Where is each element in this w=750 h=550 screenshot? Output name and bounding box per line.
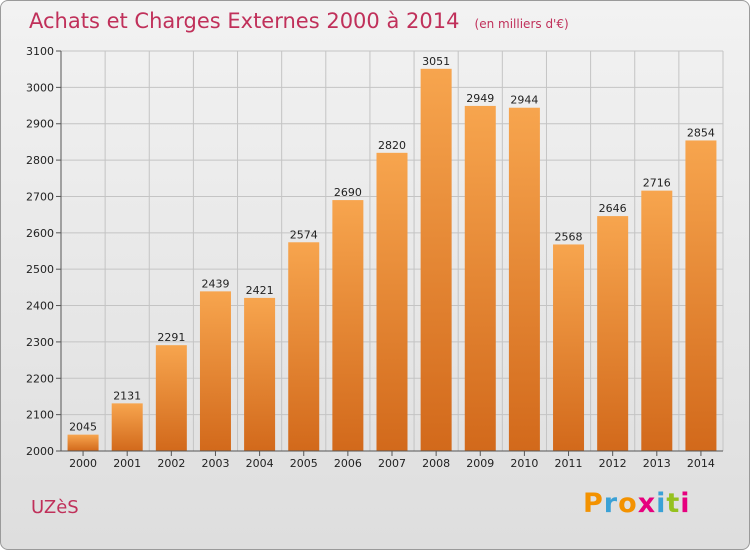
- chart-title-block: Achats et Charges Externes 2000 à 2014 (…: [29, 9, 569, 33]
- y-tick-label: 2600: [26, 227, 54, 240]
- bar-2006[interactable]: [332, 200, 364, 451]
- chart-title: Achats et Charges Externes 2000 à 2014: [29, 9, 460, 33]
- x-tick-label: 2012: [599, 457, 627, 470]
- label-layer: 2045 2131 2291 2439 2421 2574 2690 2820 3051 2949…: [69, 55, 715, 434]
- y-tick-label: 2300: [26, 336, 54, 349]
- x-tick-label: 2013: [643, 457, 671, 470]
- value-label: 3051: [422, 55, 450, 68]
- value-label: 2854: [687, 126, 715, 139]
- value-label: 2574: [290, 228, 318, 241]
- x-tick-label: 2007: [378, 457, 406, 470]
- value-label: 2646: [599, 202, 627, 215]
- bar-2007[interactable]: [376, 152, 408, 451]
- bar-2013[interactable]: [641, 190, 673, 452]
- x-tick-label: 2008: [422, 457, 450, 470]
- x-tick-label: 2014: [687, 457, 715, 470]
- bar-2012[interactable]: [597, 216, 629, 451]
- y-tick-label: 2700: [26, 190, 54, 203]
- y-tick-label: 2900: [26, 118, 54, 131]
- logo-letter: P: [583, 488, 604, 519]
- value-label: 2820: [378, 139, 406, 152]
- value-label: 2568: [555, 230, 583, 243]
- bar-2001[interactable]: [111, 403, 143, 451]
- bar-2000[interactable]: [67, 434, 99, 451]
- bar-2009[interactable]: [464, 105, 496, 451]
- x-tick-label: 2010: [510, 457, 538, 470]
- y-tick-label: 2800: [26, 154, 54, 167]
- x-tick-label: 2001: [113, 457, 141, 470]
- logo-letter: i: [680, 488, 691, 519]
- value-label: 2949: [466, 92, 494, 105]
- axis-layer: 2000 2100 2200 2300 2400 2500 2600 2700 2800 2900…: [26, 45, 723, 470]
- commune-name: UZèS: [31, 497, 79, 518]
- x-tick-label: 2006: [334, 457, 362, 470]
- bar-2004[interactable]: [244, 297, 276, 451]
- x-tick-label: 2003: [201, 457, 229, 470]
- value-label: 2944: [510, 94, 538, 107]
- y-tick-label: 3000: [26, 81, 54, 94]
- logo-letter: t: [666, 488, 681, 519]
- x-tick-label: 2002: [157, 457, 185, 470]
- bar-2002[interactable]: [155, 345, 187, 451]
- value-label: 2291: [157, 331, 185, 344]
- value-label: 2439: [201, 277, 229, 290]
- bar-2005[interactable]: [288, 242, 320, 451]
- y-tick-label: 2100: [26, 409, 54, 422]
- logo-letter: x: [637, 488, 657, 519]
- x-tick-label: 2009: [466, 457, 494, 470]
- chart-subtitle: (en milliers d'€): [474, 17, 569, 31]
- value-label: 2421: [246, 284, 274, 297]
- value-label: 2690: [334, 186, 362, 199]
- bar-2011[interactable]: [553, 244, 585, 451]
- value-label: 2045: [69, 421, 97, 434]
- value-label: 2131: [113, 389, 141, 402]
- bar-2008[interactable]: [420, 68, 452, 452]
- logo-letter: i: [656, 488, 667, 519]
- logo-letter: r: [603, 488, 619, 519]
- x-tick-label: 2011: [555, 457, 583, 470]
- y-tick-label: 2000: [26, 445, 54, 458]
- y-tick-label: 2500: [26, 263, 54, 276]
- y-tick-label: 3100: [26, 45, 54, 58]
- logo-letter: o: [618, 488, 638, 519]
- bar-layer: [67, 68, 717, 452]
- y-tick-label: 2200: [26, 372, 54, 385]
- value-label: 2716: [643, 177, 671, 190]
- y-tick-label: 2400: [26, 300, 54, 313]
- bar-2003[interactable]: [199, 291, 231, 451]
- x-tick-label: 2000: [69, 457, 97, 470]
- x-tick-label: 2004: [246, 457, 274, 470]
- proxiti-logo[interactable]: Proxiti: [583, 488, 691, 519]
- bar-2014[interactable]: [685, 140, 717, 452]
- x-tick-label: 2005: [290, 457, 318, 470]
- bar-2010[interactable]: [508, 107, 540, 452]
